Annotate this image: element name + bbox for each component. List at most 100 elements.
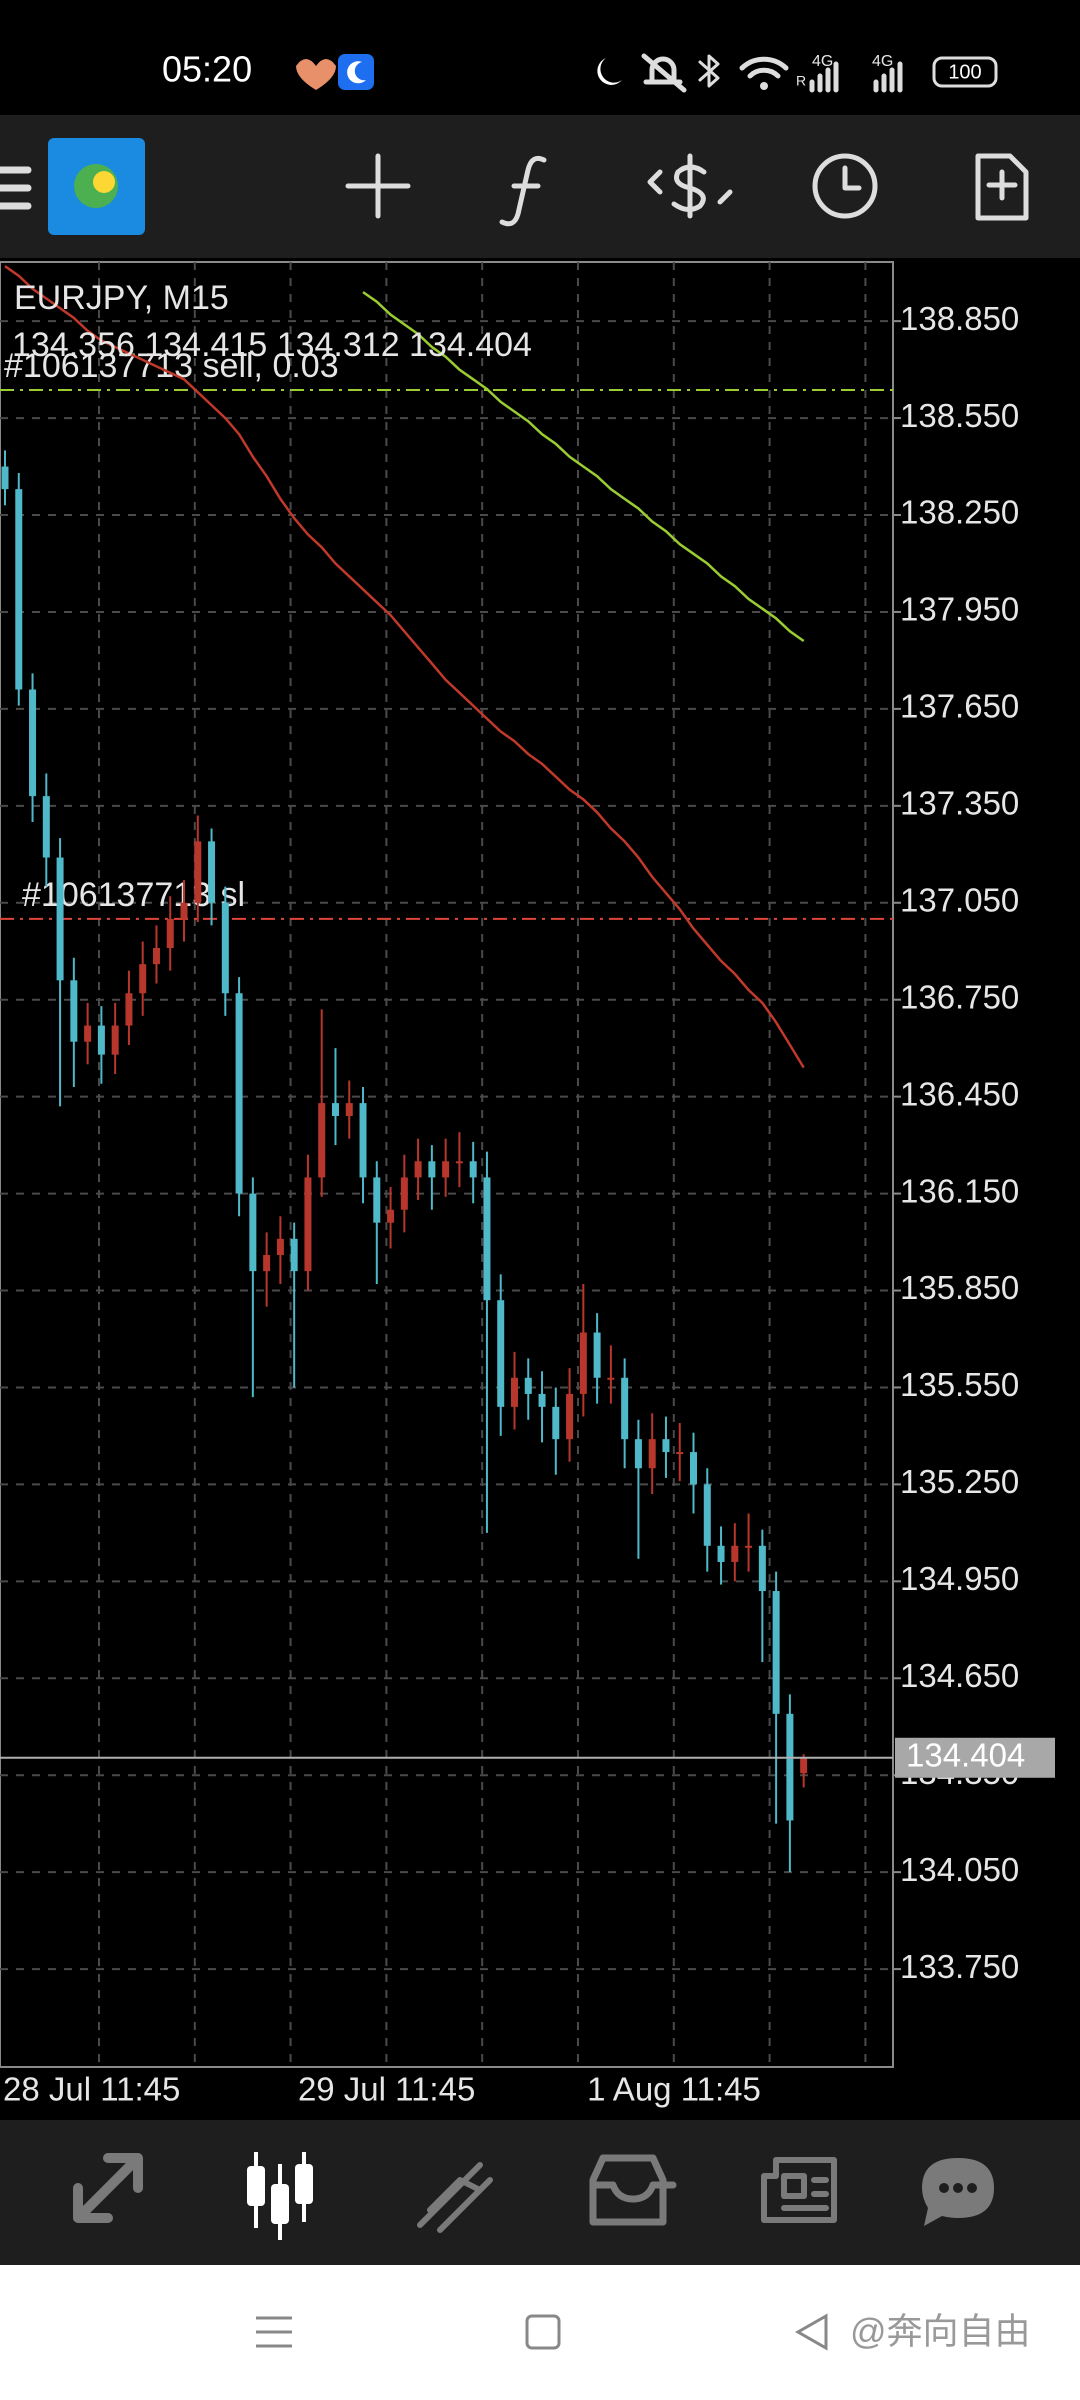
candle-body xyxy=(208,841,216,903)
current-price-label: 134.404 xyxy=(906,1736,1025,1773)
candle-body xyxy=(111,1025,119,1055)
candle-body xyxy=(621,1377,629,1440)
battery-level: 100 xyxy=(948,61,981,83)
candle-body xyxy=(690,1452,697,1485)
chart-tab-candle xyxy=(295,2164,313,2204)
candle-body xyxy=(538,1393,546,1407)
chart-tab-candle xyxy=(271,2184,289,2224)
x-tick-label: 1 Aug 11:45 xyxy=(587,2071,761,2108)
wifi-dot xyxy=(760,82,768,90)
candle-body xyxy=(125,993,133,1026)
candle-body xyxy=(648,1439,656,1469)
order-label: #106137713 sell, 0.03 xyxy=(4,347,339,385)
candle-body xyxy=(510,1377,518,1407)
candle-body xyxy=(455,1161,463,1164)
network-type: 4G xyxy=(872,53,893,70)
nav-back[interactable] xyxy=(794,2313,828,2351)
candle-body xyxy=(15,489,23,690)
ohlc-readout: 134.356 134.415 134.312 134.404 xyxy=(12,326,532,364)
candle-body xyxy=(304,1177,312,1272)
y-tick-label: 134.950 xyxy=(900,1560,1019,1597)
x-tick-label: 28 Jul 11:45 xyxy=(3,2071,180,2108)
candle-body xyxy=(180,902,188,919)
candle-body xyxy=(758,1545,766,1592)
candle-body xyxy=(359,1103,367,1178)
candle-body xyxy=(56,857,64,981)
candle-body xyxy=(387,1209,395,1223)
candle-body xyxy=(29,689,37,797)
moving-average xyxy=(362,291,805,643)
plot-frame xyxy=(0,261,894,2068)
news-tab[interactable] xyxy=(761,2157,837,2223)
time: 05:20 xyxy=(162,49,252,90)
bluetooth-icon xyxy=(698,54,720,88)
y-tick-label: 136.450 xyxy=(900,1075,1019,1112)
crosshair-button[interactable] xyxy=(345,153,411,219)
candle-body xyxy=(745,1545,753,1548)
nav-menu[interactable] xyxy=(256,2316,292,2348)
mute-icon xyxy=(641,53,687,93)
y-tick-label: 138.550 xyxy=(900,397,1019,434)
candle-body xyxy=(772,1591,780,1714)
chat-dot xyxy=(939,2183,949,2193)
candle-body xyxy=(469,1161,477,1178)
dnd-icon xyxy=(597,58,622,85)
candle-body xyxy=(497,1300,505,1407)
status-bar xyxy=(0,0,1080,115)
y-tick-label: 138.850 xyxy=(900,300,1019,337)
candle-body xyxy=(263,1254,271,1272)
chat-dot xyxy=(967,2183,977,2193)
current-price-box xyxy=(895,1737,1055,1778)
health-icon xyxy=(296,59,336,90)
chart-title: EURJPY, M15 xyxy=(14,279,229,317)
candle-body xyxy=(442,1161,450,1178)
trade-button[interactable] xyxy=(647,153,733,219)
y-tick-label: 138.250 xyxy=(900,494,1019,531)
candle-body xyxy=(786,1713,794,1821)
candle-body xyxy=(703,1484,711,1546)
moon-app-icon xyxy=(338,54,374,90)
history-tab[interactable] xyxy=(589,2154,677,2226)
candle-body xyxy=(235,993,243,1194)
chart-tab-candle xyxy=(247,2166,265,2206)
y-tick-label: 137.650 xyxy=(900,688,1019,725)
candle-body xyxy=(662,1439,670,1453)
candle-body xyxy=(249,1193,257,1272)
y-tick-label: 135.250 xyxy=(900,1463,1019,1500)
candle-body xyxy=(290,1238,298,1272)
chat-dot xyxy=(953,2183,963,2193)
battery xyxy=(932,56,998,88)
y-tick-label: 134.050 xyxy=(900,1851,1019,1888)
candle-body xyxy=(676,1452,684,1455)
y-tick-label: 134.650 xyxy=(900,1657,1019,1694)
network-type: 4G xyxy=(812,53,833,70)
moving-average xyxy=(4,265,805,1069)
y-tick-label: 137.050 xyxy=(900,881,1019,918)
roaming: R xyxy=(796,73,806,89)
y-tick-label: 133.750 xyxy=(900,1948,1019,1985)
candle-body xyxy=(194,841,202,903)
candle-body xyxy=(800,1757,808,1774)
timeframe-button[interactable] xyxy=(812,153,878,219)
trade-tab[interactable] xyxy=(417,2162,493,2233)
wifi-icon xyxy=(739,56,789,79)
candle-body xyxy=(483,1177,491,1301)
candle-body xyxy=(70,980,78,1042)
candle-body xyxy=(524,1377,532,1394)
y-tick-label: 137.350 xyxy=(900,785,1019,822)
candle-body xyxy=(331,1103,339,1117)
nav-home[interactable] xyxy=(525,2314,561,2350)
logo-badge xyxy=(93,171,115,193)
templates-button[interactable] xyxy=(975,153,1029,221)
candle-body xyxy=(634,1439,642,1469)
menu-button[interactable] xyxy=(0,166,32,210)
indicators-button[interactable] xyxy=(499,155,547,227)
y-tick-label: 136.750 xyxy=(900,978,1019,1015)
system-nav xyxy=(0,2265,1080,2400)
bottom-nav xyxy=(0,2120,1080,2265)
y-tick-label: 136.150 xyxy=(900,1172,1019,1209)
moon xyxy=(347,61,366,84)
quotes-tab[interactable] xyxy=(73,2153,143,2223)
